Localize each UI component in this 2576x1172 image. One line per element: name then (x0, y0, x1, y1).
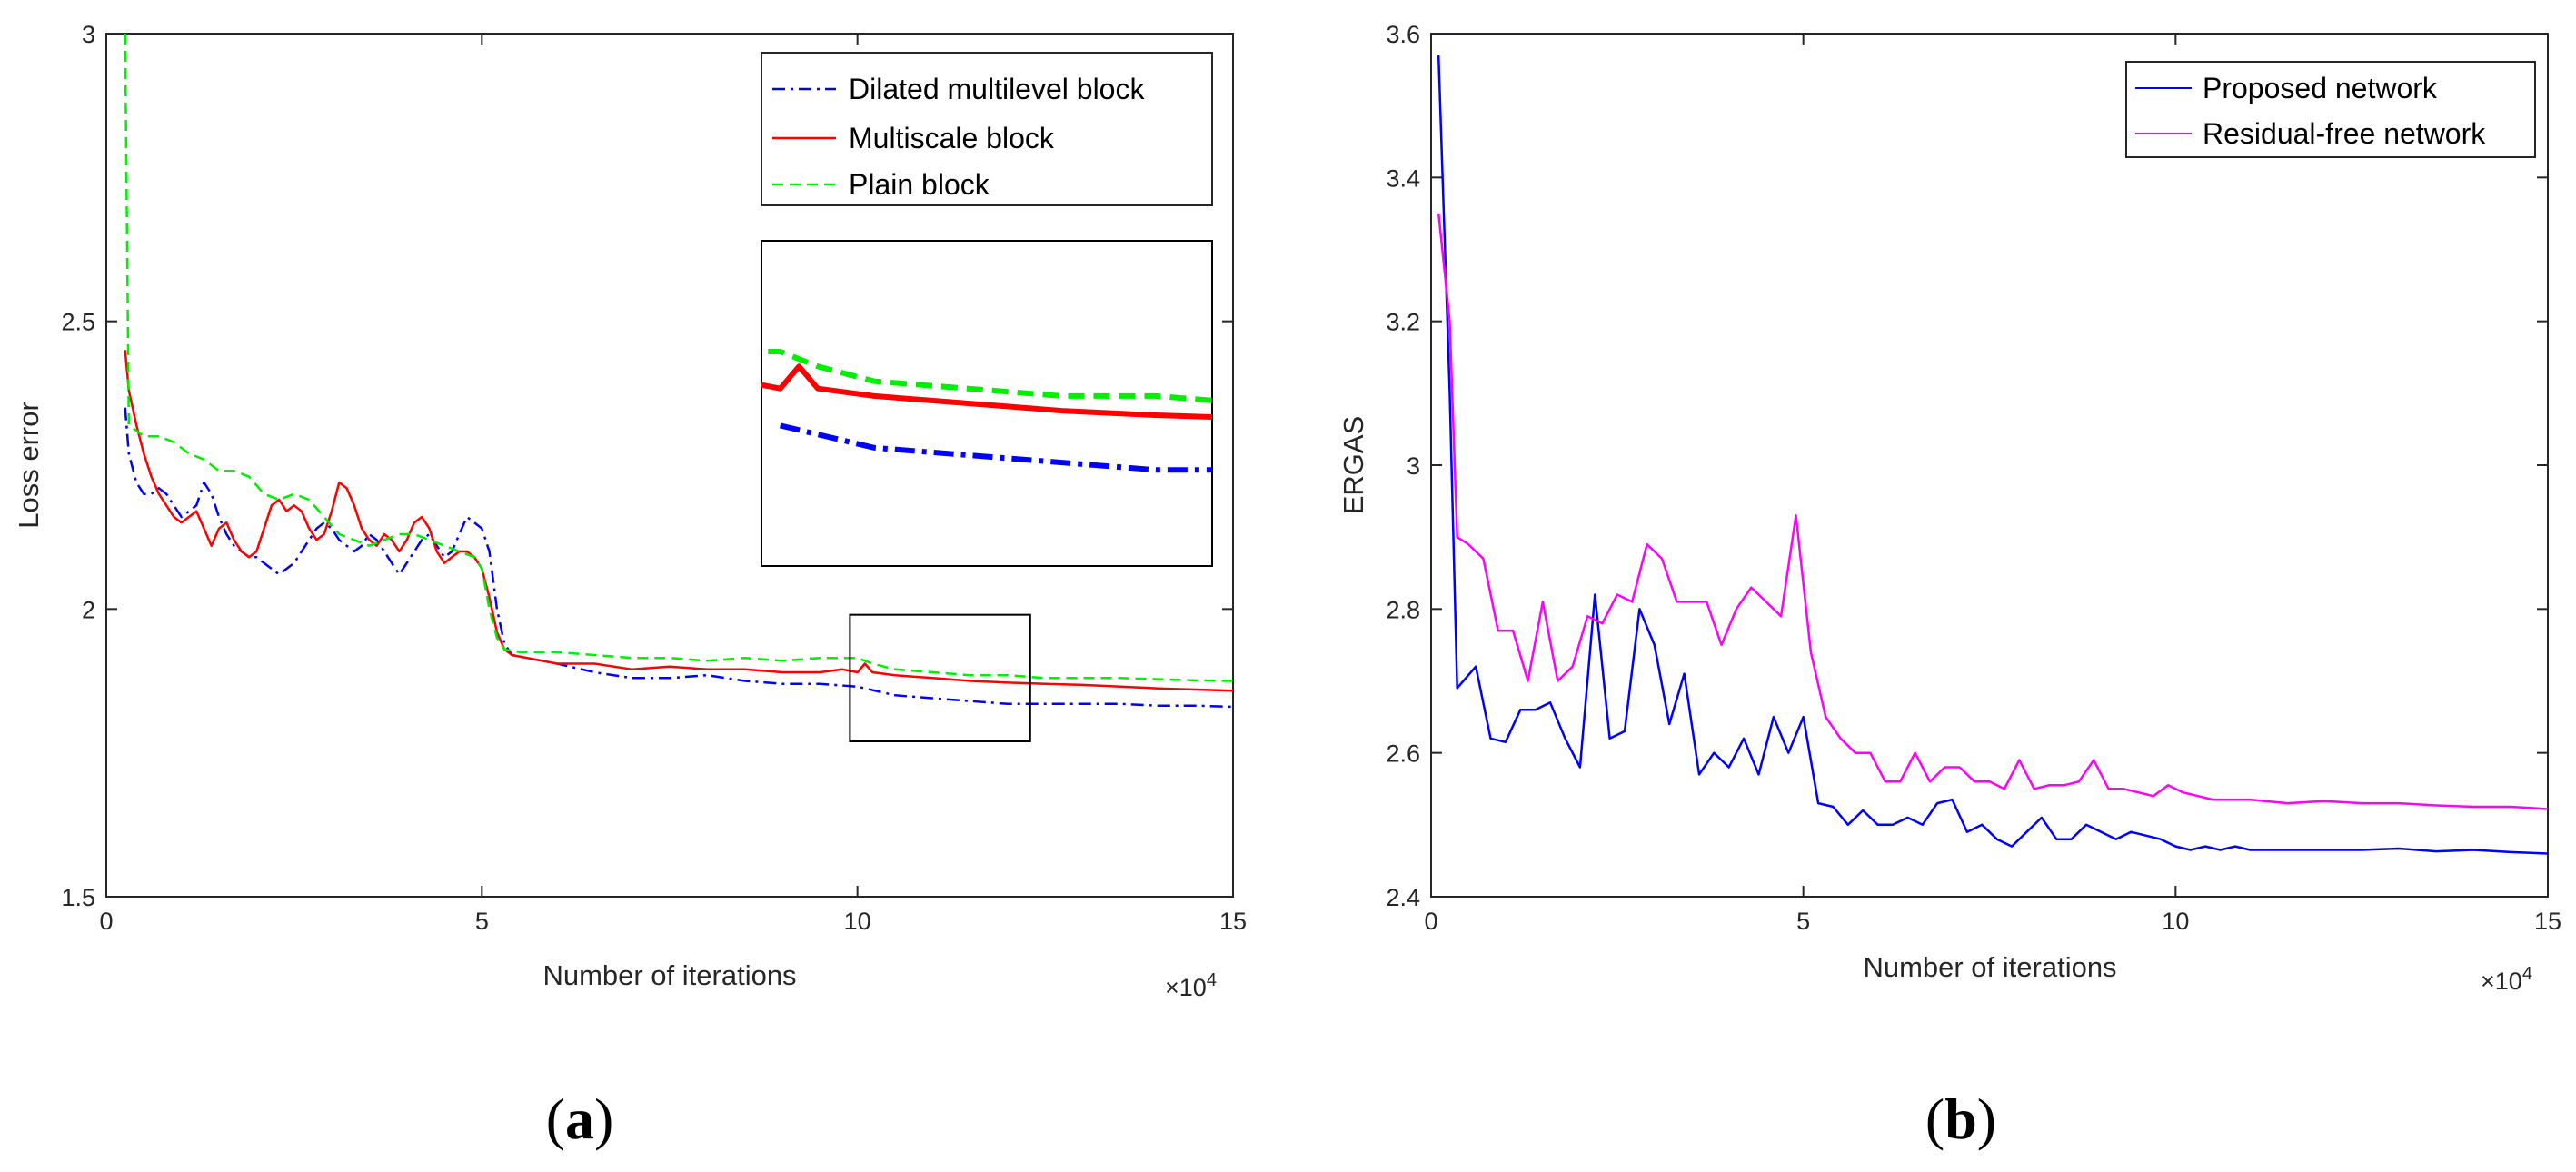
x-tick-label-a-0: 0 (99, 908, 113, 935)
series-group-a (124, 34, 1233, 709)
x-tick-label-a-1: 5 (475, 908, 489, 935)
x-tick-label-b-0: 0 (1424, 908, 1437, 935)
chart-a: 0 5 10 15 1.5 2 2.5 3 Dilated multilevel block … (13, 21, 1247, 1001)
series-line-a-0 (124, 407, 1233, 709)
tick-group-b: 0 5 10 15 2.4 2.6 2.8 3 3.2 3.4 3.6 (1386, 21, 2561, 935)
y-tick-label-b-3: 3 (1407, 452, 1420, 480)
zoom-series-line-0 (780, 422, 1212, 473)
legend-a-label-plain: Plain block (849, 168, 990, 201)
caption-a: (a) (546, 1087, 614, 1151)
zoom-region-box (849, 613, 1031, 743)
legend-b-frame (2125, 61, 2536, 158)
legend-a-label-dilated: Dilated multilevel block (849, 73, 1145, 105)
series-line-b-0 (1437, 55, 2548, 855)
tick-group-a: 0 5 10 15 1.5 2 2.5 3 (61, 21, 1247, 935)
y-axis-label-a: Loss error (13, 402, 45, 529)
series-group-b (1437, 55, 2548, 855)
x-multiplier-b: ×104 (2481, 964, 2532, 995)
x-multiplier-a-base: ×10 (1165, 974, 1207, 1001)
x-axis-label-a: Number of iterations (542, 959, 796, 991)
y-tick-label-a-1: 2 (82, 596, 95, 623)
y-tick-label-a-2: 2.5 (61, 309, 95, 336)
x-multiplier-a: ×104 (1165, 970, 1217, 1001)
y-tick-label-b-6: 3.6 (1386, 21, 1420, 48)
series-line-a-2 (124, 34, 1233, 682)
x-axis-label-b: Number of iterations (1863, 951, 2116, 983)
y-tick-label-b-5: 3.4 (1386, 164, 1420, 192)
caption-b: (b) (1925, 1087, 1996, 1151)
y-tick-label-b-1: 2.6 (1386, 740, 1420, 768)
zoom-inset (761, 240, 1213, 567)
chart-b: 0 5 10 15 2.4 2.6 2.8 3 3.2 3.4 3.6 Proposed netwo… (1338, 21, 2561, 995)
zoom-series-line-1 (761, 363, 1212, 420)
y-tick-label-a-3: 3 (82, 21, 95, 48)
x-tick-label-a-2: 10 (844, 908, 871, 935)
caption-a-letter: a (565, 1087, 594, 1151)
x-multiplier-b-base: ×10 (2481, 968, 2522, 995)
y-tick-label-b-2: 2.8 (1386, 596, 1420, 623)
y-tick-label-b-0: 2.4 (1386, 884, 1420, 911)
plot-area-b (1430, 33, 2549, 898)
zoom-series-line-2 (761, 349, 1212, 403)
x-tick-label-b-2: 10 (2162, 908, 2189, 935)
x-multiplier-b-exp: 4 (2522, 964, 2532, 984)
caption-b-letter: b (1944, 1087, 1977, 1151)
x-tick-label-a-3: 15 (1219, 908, 1247, 935)
y-tick-label-a-0: 1.5 (61, 884, 95, 911)
legend-b-label-proposed: Proposed network (2203, 72, 2438, 104)
x-multiplier-a-exp: 4 (1207, 970, 1217, 990)
series-line-a-1 (124, 350, 1233, 692)
y-axis-label-b: ERGAS (1338, 416, 1369, 515)
legend-a-frame (761, 52, 1213, 206)
zoom-inset-series (761, 349, 1212, 473)
x-tick-label-b-1: 5 (1796, 908, 1810, 935)
series-line-b-1 (1437, 213, 2548, 810)
legend-b-label-residual: Residual-free network (2203, 117, 2486, 150)
legend-a-label-multiscale: Multiscale block (849, 122, 1055, 154)
x-tick-label-b-3: 15 (2534, 908, 2561, 935)
legend-b: Proposed network Residual-free network (2125, 61, 2536, 158)
y-tick-label-b-4: 3.2 (1386, 309, 1420, 336)
legend-a: Dilated multilevel block Multiscale bloc… (761, 52, 1213, 206)
